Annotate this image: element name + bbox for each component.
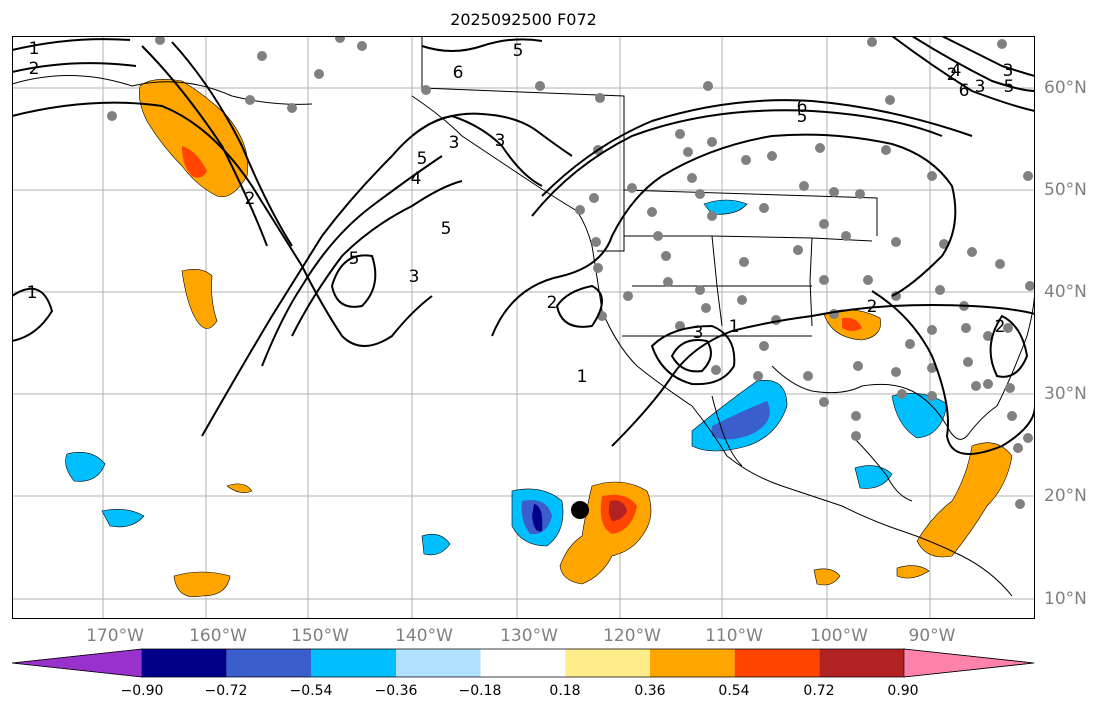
negative-anomaly-region	[703, 199, 748, 215]
colorbar-tick-label: −0.90	[120, 683, 164, 699]
latitude-label: 60°N	[1044, 78, 1087, 98]
contour-label: 5	[417, 149, 428, 169]
contour-label: 6	[959, 81, 970, 101]
positive-anomaly-region	[813, 568, 841, 586]
colorbar-outline	[12, 648, 1035, 678]
positive-anomaly-region	[182, 146, 207, 178]
station-markers	[107, 36, 1035, 509]
anomaly-fills	[65, 79, 1013, 598]
contour-label: 2	[995, 317, 1006, 337]
colorbar-extend-high	[903, 648, 1035, 678]
longitude-label: 150°W	[291, 626, 349, 646]
contour-label: 2	[947, 65, 958, 85]
negative-anomaly-region	[101, 509, 145, 528]
colorbar-segment	[565, 649, 650, 677]
contour-label: 1	[29, 39, 40, 59]
contour-label: 2	[867, 297, 878, 317]
positive-anomaly-region	[226, 483, 253, 493]
longitude-label: 90°W	[908, 626, 956, 646]
contour-label: 4	[411, 169, 422, 189]
colorbar-tick-label: −0.72	[204, 683, 248, 699]
longitude-label: 100°W	[810, 626, 868, 646]
contour-label: 5	[797, 107, 808, 127]
positive-anomaly-region	[896, 565, 930, 579]
contour-label: 3	[409, 267, 420, 287]
map-panel[interactable]: 1 2 1 2 3 4 5 3 5 5 3 6 5 6 5 2 1 3 1 2 …	[12, 36, 1035, 619]
contour-label: 3	[1003, 61, 1014, 81]
contour-label: 5	[441, 219, 452, 239]
negative-anomaly-region	[854, 465, 893, 489]
colorbar-segment	[226, 649, 312, 677]
latitude-label: 40°N	[1044, 282, 1087, 302]
colorbar-tick-label: −0.54	[289, 683, 333, 699]
contour-label: 4	[951, 61, 962, 81]
longitude-label: 120°W	[603, 626, 661, 646]
map-title: 2025092500 F072	[450, 10, 597, 29]
positive-anomaly-region	[173, 571, 231, 598]
contour-label: 2	[547, 293, 558, 313]
positive-anomaly-region	[608, 500, 627, 521]
contour-label: 1	[577, 367, 588, 387]
latitude-label: 50°N	[1044, 180, 1087, 200]
colorbar-segment	[650, 649, 735, 677]
longitude-label: 130°W	[500, 626, 558, 646]
colorbar-segments	[12, 648, 1035, 678]
longitude-label: 160°W	[189, 626, 247, 646]
negative-anomaly-region	[65, 452, 106, 482]
colorbar-tick-label: 0.54	[718, 683, 750, 699]
positive-anomaly-region	[181, 269, 218, 329]
negative-anomaly-region	[532, 504, 543, 532]
colorbar-tick-label: 0.36	[634, 683, 666, 699]
colorbar-extend-low	[12, 648, 143, 678]
longitude-label: 170°W	[86, 626, 144, 646]
contour-label: 5	[513, 41, 524, 61]
colorbar-segment	[734, 649, 820, 677]
positive-anomaly-region	[842, 317, 862, 331]
contour-label-group: 1 2 1 2 3 4 5 3 5 5 3 6 5 6 5 2 1 3 1 2 …	[27, 39, 1015, 387]
colorbar-tick-label: −0.18	[458, 683, 502, 699]
colorbar-tick-label: −0.36	[374, 683, 418, 699]
contour-label: 6	[453, 63, 464, 83]
colorbar-tick-label: 0.72	[803, 683, 835, 699]
contour-label: 5	[1004, 77, 1015, 97]
center-marker	[571, 501, 589, 519]
contour-label: 1	[729, 317, 740, 337]
contour-label: 3	[449, 133, 460, 153]
latitude-label: 20°N	[1044, 486, 1087, 506]
contour-label: 5	[349, 249, 360, 269]
latitude-label: 10°N	[1044, 589, 1087, 609]
negative-anomaly-region	[891, 393, 948, 439]
contour-label: 3	[693, 323, 704, 343]
longitude-label: 110°W	[705, 626, 763, 646]
negative-anomaly-region	[712, 401, 770, 440]
colorbar	[12, 648, 1035, 678]
contour-lines	[12, 36, 1035, 455]
map-frame	[12, 36, 1035, 619]
colorbar-segment	[311, 649, 396, 677]
colorbar-segment	[142, 649, 227, 677]
colorbar-tick-label: 0.90	[887, 683, 919, 699]
contour-label: 2	[29, 59, 40, 79]
contour-label: 3	[495, 131, 506, 151]
colorbar-segment	[480, 649, 566, 677]
contour-label: 2	[245, 189, 256, 209]
latitude-label: 30°N	[1044, 384, 1087, 404]
positive-anomaly-region	[916, 442, 1013, 558]
contour-label: 6	[797, 97, 808, 117]
colorbar-segment	[819, 649, 904, 677]
contour-label: 1	[27, 283, 38, 303]
longitude-label: 140°W	[395, 626, 453, 646]
negative-anomaly-region	[421, 533, 451, 556]
contour-label: 3	[975, 77, 986, 97]
colorbar-tick-label: 0.18	[549, 683, 581, 699]
colorbar-segment	[396, 649, 481, 677]
